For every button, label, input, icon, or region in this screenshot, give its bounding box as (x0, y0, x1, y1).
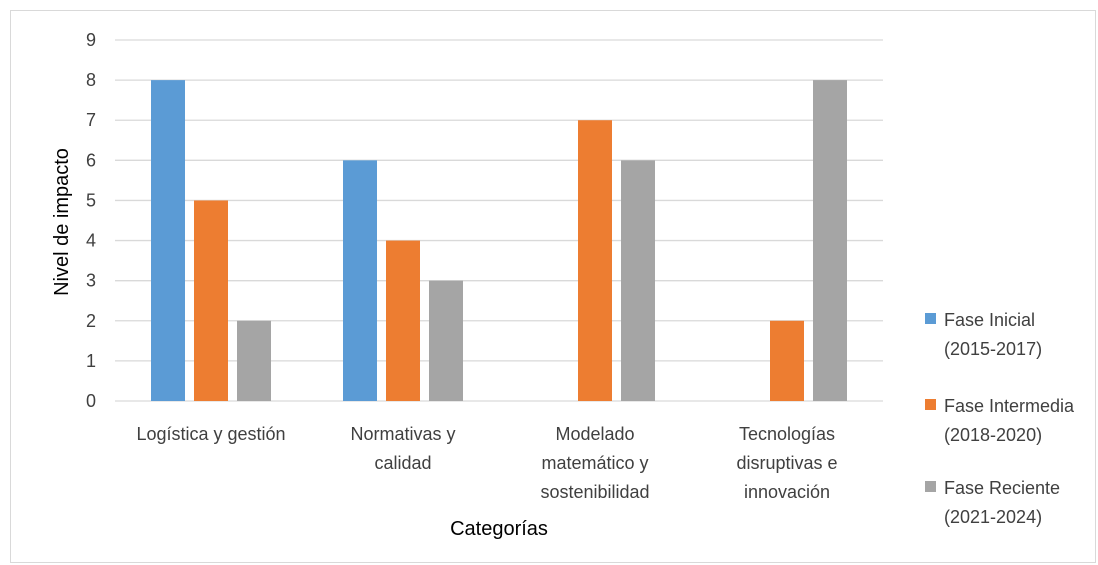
y-tick-label: 4 (86, 231, 96, 251)
legend-swatch-0 (925, 313, 936, 324)
y-tick-label: 5 (86, 190, 96, 210)
legend: Fase Inicial (2015-2017) Fase Intermedia (2… (925, 310, 1075, 527)
legend-label-1: Fase Intermedia (2018-2020) (944, 396, 1075, 445)
bar-series-1-cat-3 (770, 320, 804, 401)
x-category-labels: Logística y gestión Normativas y calidad Mo… (136, 424, 837, 502)
bar-series-1-cat-1 (386, 240, 420, 401)
bar-series-0-cat-1 (343, 160, 377, 401)
legend-label-line: (2021-2024) (944, 507, 1042, 527)
x-category-label-line: sostenibilidad (540, 482, 649, 502)
legend-label-line: Fase Inicial (944, 310, 1035, 330)
x-category-label-line: disruptivas e (736, 453, 837, 473)
y-tick-label: 9 (86, 30, 96, 50)
x-category-label-line: Normativas y (350, 424, 455, 444)
x-category-label: Logística y gestión (136, 424, 285, 444)
x-category-label: Tecnologías disruptivas e innovación (736, 424, 837, 502)
x-category-label-line: calidad (374, 453, 431, 473)
y-axis-title: Nivel de impacto (51, 148, 73, 296)
x-category-label-line: Modelado (555, 424, 634, 444)
x-category-label-line: matemático y (541, 453, 648, 473)
chart-frame (10, 10, 1096, 563)
bar-series-2-cat-0 (237, 320, 271, 401)
legend-swatch-2 (925, 481, 936, 492)
legend-label-line: Fase Reciente (944, 478, 1060, 498)
x-axis-title: Categorías (450, 518, 548, 540)
y-tick-label: 6 (86, 150, 96, 170)
bar-series-2-cat-2 (621, 160, 655, 401)
gridlines (115, 39, 883, 402)
bars (151, 80, 847, 401)
legend-label-0: Fase Inicial (2015-2017) (944, 310, 1042, 359)
y-tick-label: 0 (86, 391, 96, 411)
x-category-label-line: Logística y gestión (136, 424, 285, 444)
legend-label-2: Fase Reciente (2021-2024) (944, 478, 1060, 527)
bar-series-2-cat-1 (429, 280, 463, 401)
y-tick-label: 1 (86, 351, 96, 371)
y-tick-labels: 0 1 2 3 4 5 6 7 8 9 (86, 30, 96, 411)
y-tick-label: 7 (86, 110, 96, 130)
bar-series-1-cat-2 (578, 120, 612, 401)
bar-series-1-cat-0 (194, 200, 228, 401)
legend-label-line: (2018-2020) (944, 425, 1042, 445)
y-tick-label: 3 (86, 271, 96, 291)
legend-swatch-1 (925, 399, 936, 410)
x-category-label-line: innovación (744, 482, 830, 502)
y-tick-label: 8 (86, 70, 96, 90)
bar-series-0-cat-0 (151, 80, 185, 401)
legend-label-line: (2015-2017) (944, 339, 1042, 359)
bar-series-2-cat-3 (813, 80, 847, 401)
legend-label-line: Fase Intermedia (944, 396, 1075, 416)
x-category-label: Modelado matemático y sostenibilidad (540, 424, 649, 502)
x-category-label: Normativas y calidad (350, 424, 455, 473)
y-tick-label: 2 (86, 311, 96, 331)
x-category-label-line: Tecnologías (739, 424, 835, 444)
